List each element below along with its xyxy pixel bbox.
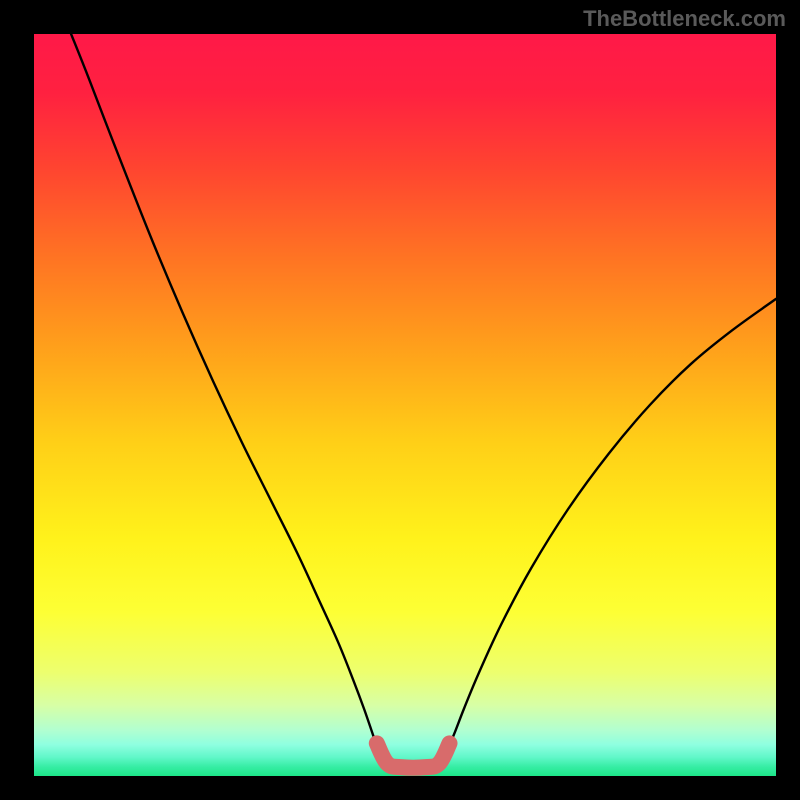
bottom-marker (34, 34, 776, 776)
plot-area (34, 34, 776, 776)
watermark: TheBottleneck.com (583, 6, 786, 32)
